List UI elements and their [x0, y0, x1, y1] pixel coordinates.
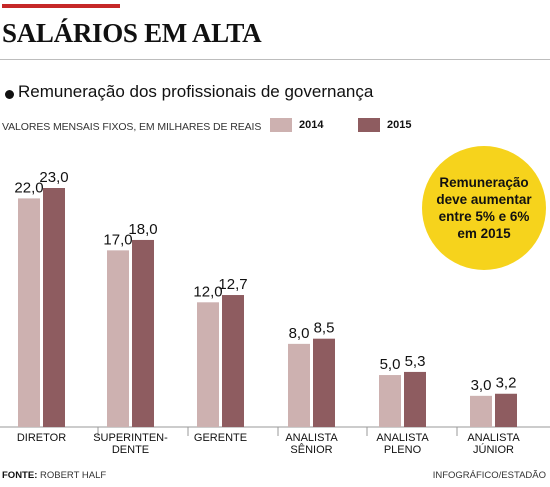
- value-label-2014-1: 17,0: [103, 231, 132, 248]
- header-divider: [0, 59, 550, 60]
- legend-item-2015: 2015: [358, 118, 411, 132]
- legend-swatch-2015: [358, 118, 380, 132]
- category-label-5-0: ANALISTA: [467, 432, 520, 444]
- value-label-2014-3: 8,0: [289, 325, 310, 342]
- bar-2014-5: [470, 395, 492, 427]
- category-label-4-0: ANALISTA: [376, 432, 429, 444]
- value-label-2015-3: 8,5: [314, 320, 335, 337]
- units-note: VALORES MENSAIS FIXOS, EM MILHARES DE RE…: [2, 121, 262, 133]
- bar-2014-3: [288, 343, 310, 427]
- category-label-0-0: DIRETOR: [17, 432, 66, 444]
- category-label-2-0: GERENTE: [194, 432, 247, 444]
- chart-subtitle: Remuneração dos profissionais de governa…: [18, 82, 374, 101]
- category-label-1-1: DENTE: [112, 444, 149, 456]
- callout-text: Remuneração deve aumentar entre 5% e 6% …: [436, 175, 532, 241]
- category-label-5-1: JÚNIOR: [473, 443, 514, 456]
- category-label-3-0: ANALISTA: [285, 432, 338, 444]
- callout-badge: Remuneração deve aumentar entre 5% e 6% …: [422, 146, 546, 270]
- value-label-2015-2: 12,7: [218, 276, 247, 293]
- bar-2015-1: [132, 239, 154, 427]
- bar-2015-3: [313, 338, 335, 427]
- legend-label-2014: 2014: [299, 119, 324, 131]
- bar-2015-5: [495, 393, 517, 427]
- bar-2015-0: [43, 188, 65, 427]
- value-label-2015-5: 3,2: [496, 375, 517, 392]
- value-label-2015-1: 18,0: [128, 221, 157, 238]
- value-label-2015-0: 23,0: [39, 169, 68, 186]
- legend-label-2015: 2015: [387, 119, 412, 131]
- bar-2014-4: [379, 375, 401, 427]
- value-label-2014-5: 3,0: [471, 377, 492, 394]
- source-label: FONTE:: [2, 470, 38, 481]
- legend-item-2014: 2014: [270, 118, 323, 132]
- bullet-icon: [5, 90, 14, 99]
- source-value: ROBERT HALF: [40, 470, 107, 481]
- footer-credit: INFOGRÁFICO/ESTADÃO: [432, 470, 546, 481]
- value-label-2014-0: 22,0: [14, 179, 43, 196]
- value-label-2015-4: 5,3: [405, 353, 426, 370]
- headline: SALÁRIOS EM ALTA: [2, 18, 262, 48]
- category-label-4-1: PLENO: [384, 444, 422, 456]
- value-label-2014-2: 12,0: [193, 283, 222, 300]
- bar-2014-1: [107, 250, 129, 427]
- bar-2014-0: [18, 198, 40, 427]
- value-label-2014-4: 5,0: [380, 356, 401, 373]
- footer-source: FONTE: ROBERT HALF: [2, 470, 106, 481]
- accent-rule: [2, 4, 120, 8]
- category-label-3-1: SÊNIOR: [290, 443, 332, 456]
- bar-2015-2: [222, 295, 244, 427]
- bar-2014-2: [197, 302, 219, 427]
- legend-swatch-2014: [270, 118, 292, 132]
- bar-2015-4: [404, 371, 426, 427]
- category-label-1-0: SUPERINTEN-: [93, 432, 168, 444]
